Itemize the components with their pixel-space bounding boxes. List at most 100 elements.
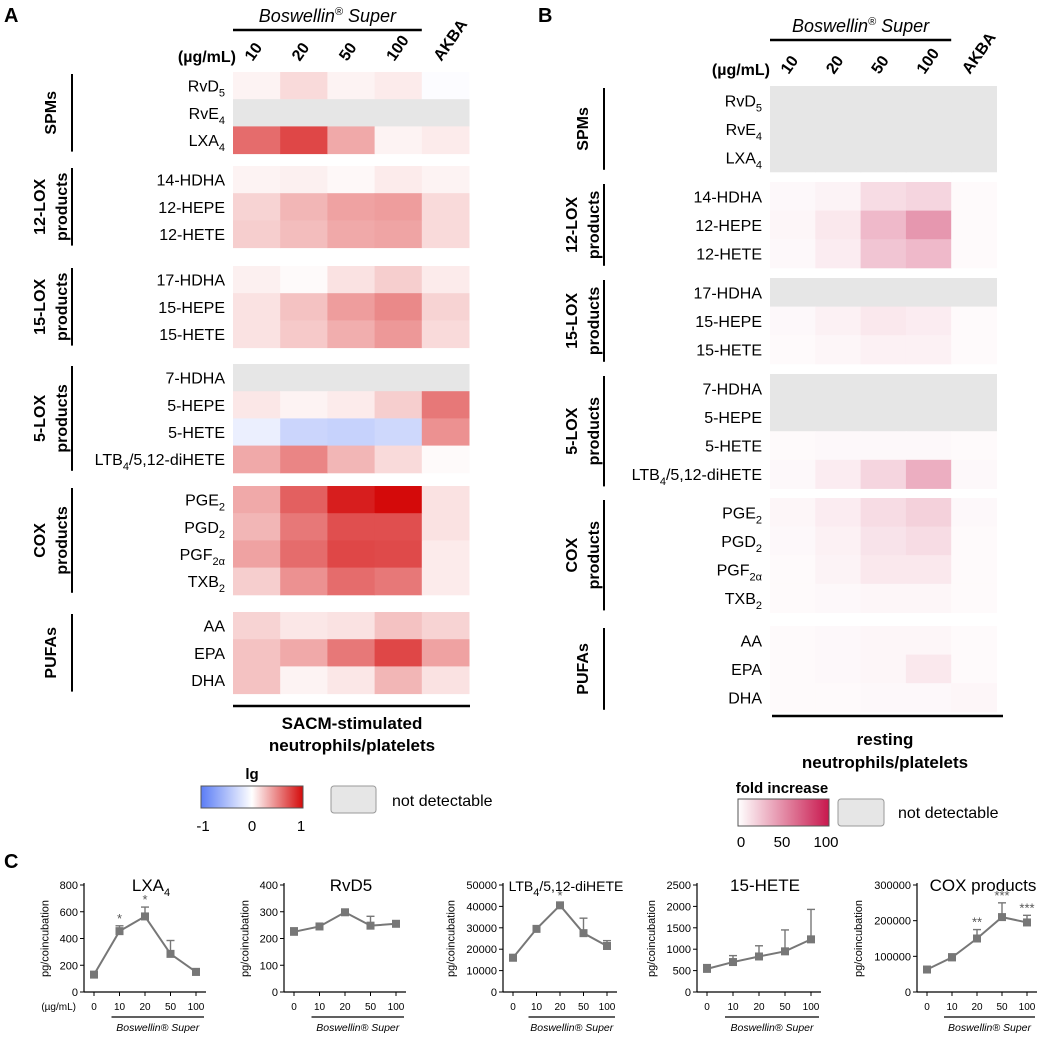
row-label-subscript: 2 [219, 502, 225, 514]
heatmap-cell [860, 626, 907, 656]
heatmap-cell [815, 459, 862, 489]
heatmap-cell [905, 374, 952, 404]
row-label: 17-HDHA [157, 273, 226, 290]
y-tick-label: 0 [685, 987, 691, 999]
group-label: products [54, 172, 71, 241]
x-unit-label: (µg/mL) [41, 1002, 76, 1013]
x-tick-label: 0 [924, 1002, 930, 1013]
heatmap-cell [770, 555, 816, 585]
row-label-subscript: 2α [213, 556, 226, 568]
line-chart-5: 0 100000 200000 300000 pg/coincubation 0 10 20 5… [853, 876, 1037, 1034]
heatmap-cell [374, 293, 423, 321]
heatmap-cell [280, 639, 328, 667]
row-label-main: TXB [188, 574, 219, 591]
x-tick-label: 0 [91, 1002, 97, 1013]
row-label-subscript: 4 [756, 131, 762, 143]
y-tick-label: 20000 [466, 944, 497, 956]
x-tick-label: 20 [971, 1002, 983, 1013]
y-tick-label: 400 [260, 880, 278, 892]
heatmap-cell [280, 193, 328, 221]
heatmap-cell [327, 418, 376, 447]
row-label: EPA [194, 646, 225, 663]
heatmap-cell [860, 335, 907, 365]
panel-a-colorbar [200, 785, 304, 809]
significance-stars: * [557, 888, 562, 903]
row-label: DHA [191, 673, 225, 690]
heatmap-cell [233, 639, 281, 667]
y-tick-label: 500 [673, 966, 691, 978]
y-tick-label: 800 [60, 880, 78, 892]
heatmap-cell [905, 278, 952, 308]
heatmap-cell [905, 402, 952, 432]
heatmap-cell [374, 193, 423, 221]
heatmap-cell [815, 239, 862, 269]
row-label: DHA [728, 691, 762, 708]
y-tick-label: 200 [260, 934, 278, 946]
data-point [366, 921, 375, 930]
series-line [512, 903, 608, 959]
row-label-main: PGF [180, 547, 213, 564]
heatmap-cell [905, 498, 952, 528]
row-label: AA [204, 619, 226, 636]
heatmap-cell [905, 210, 952, 240]
y-axis-label: pg/coincubation [646, 900, 658, 977]
b-col-header: AKBA [959, 29, 1000, 77]
row-label-main: 5-HEPE [704, 410, 762, 427]
heatmap-cell [233, 486, 281, 514]
heatmap-cell [327, 540, 376, 569]
heatmap-cell [951, 278, 997, 308]
b-col-header: 100 [914, 46, 943, 78]
row-label: PGE2 [722, 505, 762, 526]
y-axis-label: pg/coincubation [446, 900, 458, 977]
x-tick-label: 20 [339, 1002, 351, 1013]
row-label-subscript: 4 [756, 160, 762, 172]
heatmap-cell [951, 526, 997, 556]
group-label: products [54, 272, 71, 341]
data-point [781, 947, 789, 956]
row-label: 12-HETE [159, 227, 225, 244]
panel-a-legend-tick-max: 1 [297, 818, 305, 835]
chart-title-subscript: 4 [533, 887, 539, 899]
heatmap-cell [951, 583, 997, 613]
group-label: 12-LOX [564, 197, 581, 253]
row-label: 12-HEPE [695, 218, 762, 235]
row-label-subscript: 2 [756, 514, 762, 526]
group-label: 5-LOX [564, 407, 581, 454]
row-label: LXA4 [189, 133, 225, 154]
heatmap-cell [421, 486, 470, 514]
panel-b-heatmap: Boswellin® Super(µg/mL) 10 20 50 100 AKBA RvD… [564, 16, 1003, 851]
y-tick-label: 2500 [667, 880, 691, 892]
row-label-main: 17-HDHA [694, 285, 763, 302]
heatmap-cell [815, 683, 862, 713]
row-label: 15-HETE [159, 327, 225, 344]
heatmap-cell [951, 239, 997, 269]
b-brand-title: Boswellin® Super [792, 16, 930, 36]
series-line [93, 915, 197, 976]
data-point [755, 952, 763, 961]
heatmap-cell [905, 306, 952, 336]
heatmap-cell [327, 193, 376, 221]
heatmap-cell [860, 555, 907, 585]
row-label: RvE4 [189, 106, 225, 127]
heatmap-cell [374, 486, 423, 514]
heatmap-cell [815, 143, 862, 173]
heatmap-cell [327, 72, 376, 100]
a-brand-title: Boswellin® Super [259, 6, 397, 26]
row-label-main: AA [204, 619, 226, 636]
heatmap-cell [815, 182, 862, 212]
y-tick-label: 2000 [667, 901, 691, 913]
row-label-main: 12-HEPE [695, 218, 762, 235]
group-label: COX [564, 538, 581, 573]
panel-a-legend-tick-min: -1 [196, 818, 209, 835]
row-label: TXB2 [188, 574, 225, 595]
panel-a-legend-tick-mid: 0 [248, 818, 256, 835]
chart-title-main: LXA [132, 876, 165, 895]
data-point [509, 953, 517, 962]
heatmap-cell [905, 459, 952, 489]
group-label: SPMs [43, 91, 60, 135]
heatmap-cell [860, 583, 907, 613]
y-tick-label: 0 [491, 987, 497, 999]
heatmap-cell [280, 99, 328, 127]
y-tick-label: 400 [60, 934, 78, 946]
